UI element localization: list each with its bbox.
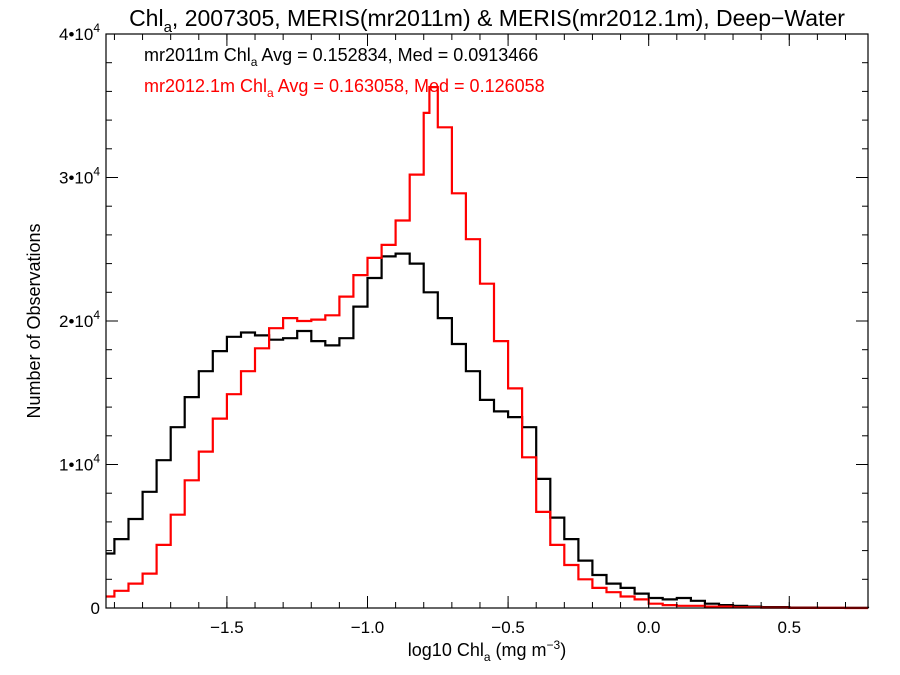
x-tick-label: −1.5 xyxy=(210,618,244,637)
annotation-series-2-rest: Avg = 0.163058, Med = 0.126058 xyxy=(274,76,545,96)
y-tick-label: 2•104 xyxy=(59,308,100,331)
annotation-series-1-prefix: mr2011m Chl xyxy=(144,45,251,65)
chart-title-rest: , 2007305, MERIS(mr2011m) & MERIS(mr2012… xyxy=(172,5,845,31)
x-tick-label: −1.0 xyxy=(351,618,385,637)
x-axis-label-rest: (mg m xyxy=(491,640,547,660)
y-tick-label: 4•104 xyxy=(59,21,100,44)
x-axis-label-superscript: −3 xyxy=(547,638,561,652)
annotation-series-2: mr2012.1m Chla Avg = 0.163058, Med = 0.1… xyxy=(144,76,545,100)
annotation-series-2-subscript: a xyxy=(267,86,274,100)
annotation-series-1: mr2011m Chla Avg = 0.152834, Med = 0.091… xyxy=(144,45,538,69)
x-axis-label: log10 Chla (mg m−3) xyxy=(408,638,566,664)
annotation-series-1-subscript: a xyxy=(251,55,258,69)
y-tick-label: 1•104 xyxy=(59,452,100,475)
x-axis-label-subscript: a xyxy=(484,650,491,664)
x-tick-label: 0.0 xyxy=(637,618,661,637)
chart-title: Chla, 2007305, MERIS(mr2011m) & MERIS(mr… xyxy=(129,5,845,36)
annotation-series-2-prefix: mr2012.1m Chl xyxy=(144,76,267,96)
chart-title-subscript: a xyxy=(164,19,173,36)
x-tick-label: −0.5 xyxy=(491,618,525,637)
y-axis-label: Number of Observations xyxy=(24,223,44,418)
plot-area: −1.5 −1.0 −0.5 0.0 0.5 0 1•104 2•104 3•104 4•104 xyxy=(59,21,870,637)
series-1-line xyxy=(106,252,870,609)
x-axis-label-prefix: log10 Chl xyxy=(408,640,484,660)
annotation-series-1-rest: Avg = 0.152834, Med = 0.0913466 xyxy=(257,45,538,65)
y-tick-label: 3•104 xyxy=(59,165,100,188)
x-axis-label-end: ) xyxy=(560,640,566,660)
y-tick-label: 0 xyxy=(91,599,100,618)
x-tick-label: 0.5 xyxy=(777,618,801,637)
chart-title-prefix: Chl xyxy=(129,5,164,31)
